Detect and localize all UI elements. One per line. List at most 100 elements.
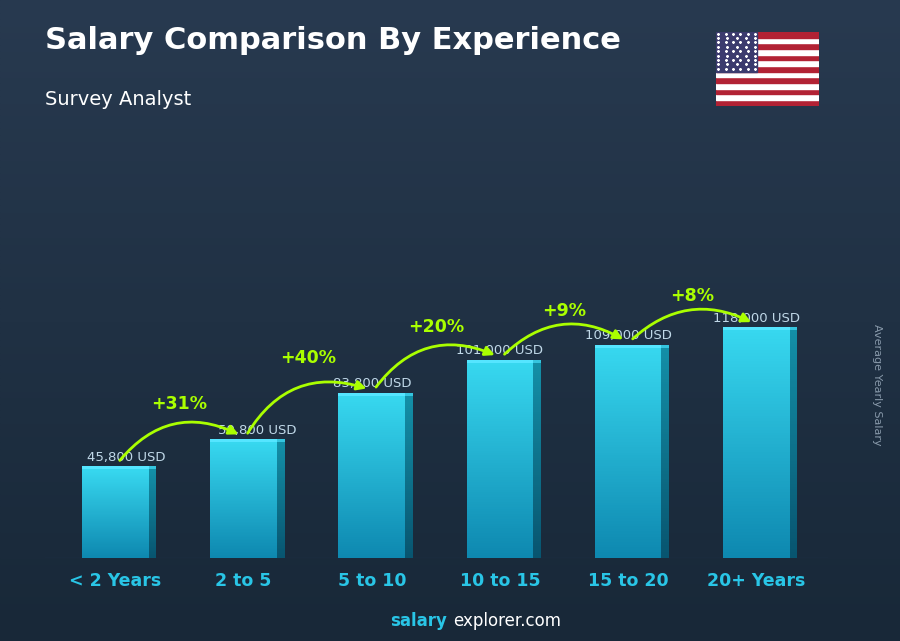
Bar bbox=[148, 513, 157, 515]
Bar bbox=[789, 336, 797, 338]
Bar bbox=[789, 467, 797, 469]
Bar bbox=[0, 320, 900, 327]
Bar bbox=[148, 484, 157, 485]
Bar bbox=[0, 26, 900, 32]
Bar bbox=[211, 504, 277, 506]
Bar bbox=[211, 472, 277, 474]
Bar bbox=[723, 481, 789, 484]
Bar bbox=[338, 447, 405, 449]
Bar bbox=[534, 387, 541, 390]
Bar bbox=[338, 549, 405, 552]
Bar bbox=[723, 526, 789, 529]
Bar bbox=[466, 407, 534, 409]
Bar bbox=[0, 58, 900, 64]
Bar bbox=[466, 419, 534, 421]
Bar bbox=[405, 426, 413, 428]
Bar bbox=[338, 440, 405, 442]
Bar bbox=[0, 269, 900, 276]
Bar bbox=[723, 520, 789, 524]
Bar bbox=[211, 478, 277, 480]
Bar bbox=[211, 519, 277, 520]
Bar bbox=[148, 538, 157, 539]
Bar bbox=[211, 517, 277, 519]
Bar bbox=[789, 492, 797, 495]
Bar bbox=[723, 395, 789, 399]
Bar bbox=[662, 426, 669, 429]
Bar bbox=[338, 499, 405, 501]
Bar bbox=[595, 545, 662, 547]
Bar bbox=[595, 369, 662, 371]
Bar bbox=[0, 551, 900, 558]
Bar bbox=[0, 83, 900, 90]
Bar bbox=[723, 535, 789, 538]
Bar bbox=[0, 455, 900, 462]
Bar bbox=[534, 509, 541, 512]
Bar bbox=[723, 472, 789, 475]
Bar bbox=[82, 470, 148, 472]
Bar bbox=[405, 428, 413, 431]
Bar bbox=[405, 453, 413, 454]
Bar bbox=[82, 554, 148, 556]
Bar bbox=[405, 437, 413, 438]
Bar bbox=[82, 479, 148, 480]
Bar bbox=[723, 490, 789, 492]
Bar bbox=[595, 376, 662, 379]
Bar bbox=[466, 445, 534, 448]
Bar bbox=[148, 500, 157, 501]
Bar bbox=[534, 390, 541, 392]
Bar bbox=[595, 426, 662, 429]
Bar bbox=[211, 500, 277, 501]
Bar bbox=[338, 485, 405, 487]
Text: 45,800 USD: 45,800 USD bbox=[87, 451, 166, 463]
Bar bbox=[148, 480, 157, 481]
Bar bbox=[338, 412, 405, 414]
Bar bbox=[338, 509, 405, 512]
Bar bbox=[0, 115, 900, 122]
Bar bbox=[211, 540, 277, 542]
Bar bbox=[0, 96, 900, 103]
Bar bbox=[148, 494, 157, 495]
Bar bbox=[211, 477, 277, 478]
Bar bbox=[723, 518, 789, 520]
Bar bbox=[534, 404, 541, 407]
Bar bbox=[789, 464, 797, 467]
Bar bbox=[0, 417, 900, 423]
Bar bbox=[277, 513, 284, 515]
Text: 101,000 USD: 101,000 USD bbox=[456, 344, 544, 357]
Bar bbox=[534, 531, 541, 533]
Bar bbox=[405, 547, 413, 549]
Bar bbox=[82, 494, 148, 495]
Bar bbox=[82, 490, 148, 492]
Bar bbox=[723, 498, 789, 501]
Bar bbox=[405, 471, 413, 473]
Bar bbox=[338, 435, 405, 437]
Bar bbox=[82, 510, 148, 512]
Bar bbox=[595, 345, 662, 347]
Bar bbox=[148, 550, 157, 551]
Bar bbox=[723, 444, 789, 447]
Bar bbox=[595, 519, 662, 521]
Bar bbox=[723, 544, 789, 546]
Bar bbox=[0, 179, 900, 186]
Bar bbox=[148, 529, 157, 530]
Bar bbox=[405, 542, 413, 544]
Bar bbox=[82, 542, 148, 544]
Bar bbox=[595, 542, 662, 545]
Bar bbox=[148, 554, 157, 556]
Bar bbox=[466, 548, 534, 551]
Bar bbox=[82, 513, 148, 515]
Bar bbox=[82, 524, 148, 526]
Bar bbox=[534, 436, 541, 438]
Bar bbox=[0, 513, 900, 519]
Bar bbox=[82, 522, 148, 524]
Bar bbox=[534, 526, 541, 528]
Bar bbox=[595, 366, 662, 369]
Bar bbox=[405, 483, 413, 485]
Bar bbox=[82, 469, 148, 470]
Bar bbox=[338, 461, 405, 463]
Bar bbox=[595, 434, 662, 437]
Bar bbox=[466, 543, 534, 545]
Bar bbox=[723, 475, 789, 478]
Bar bbox=[466, 404, 534, 407]
Bar bbox=[662, 508, 669, 510]
